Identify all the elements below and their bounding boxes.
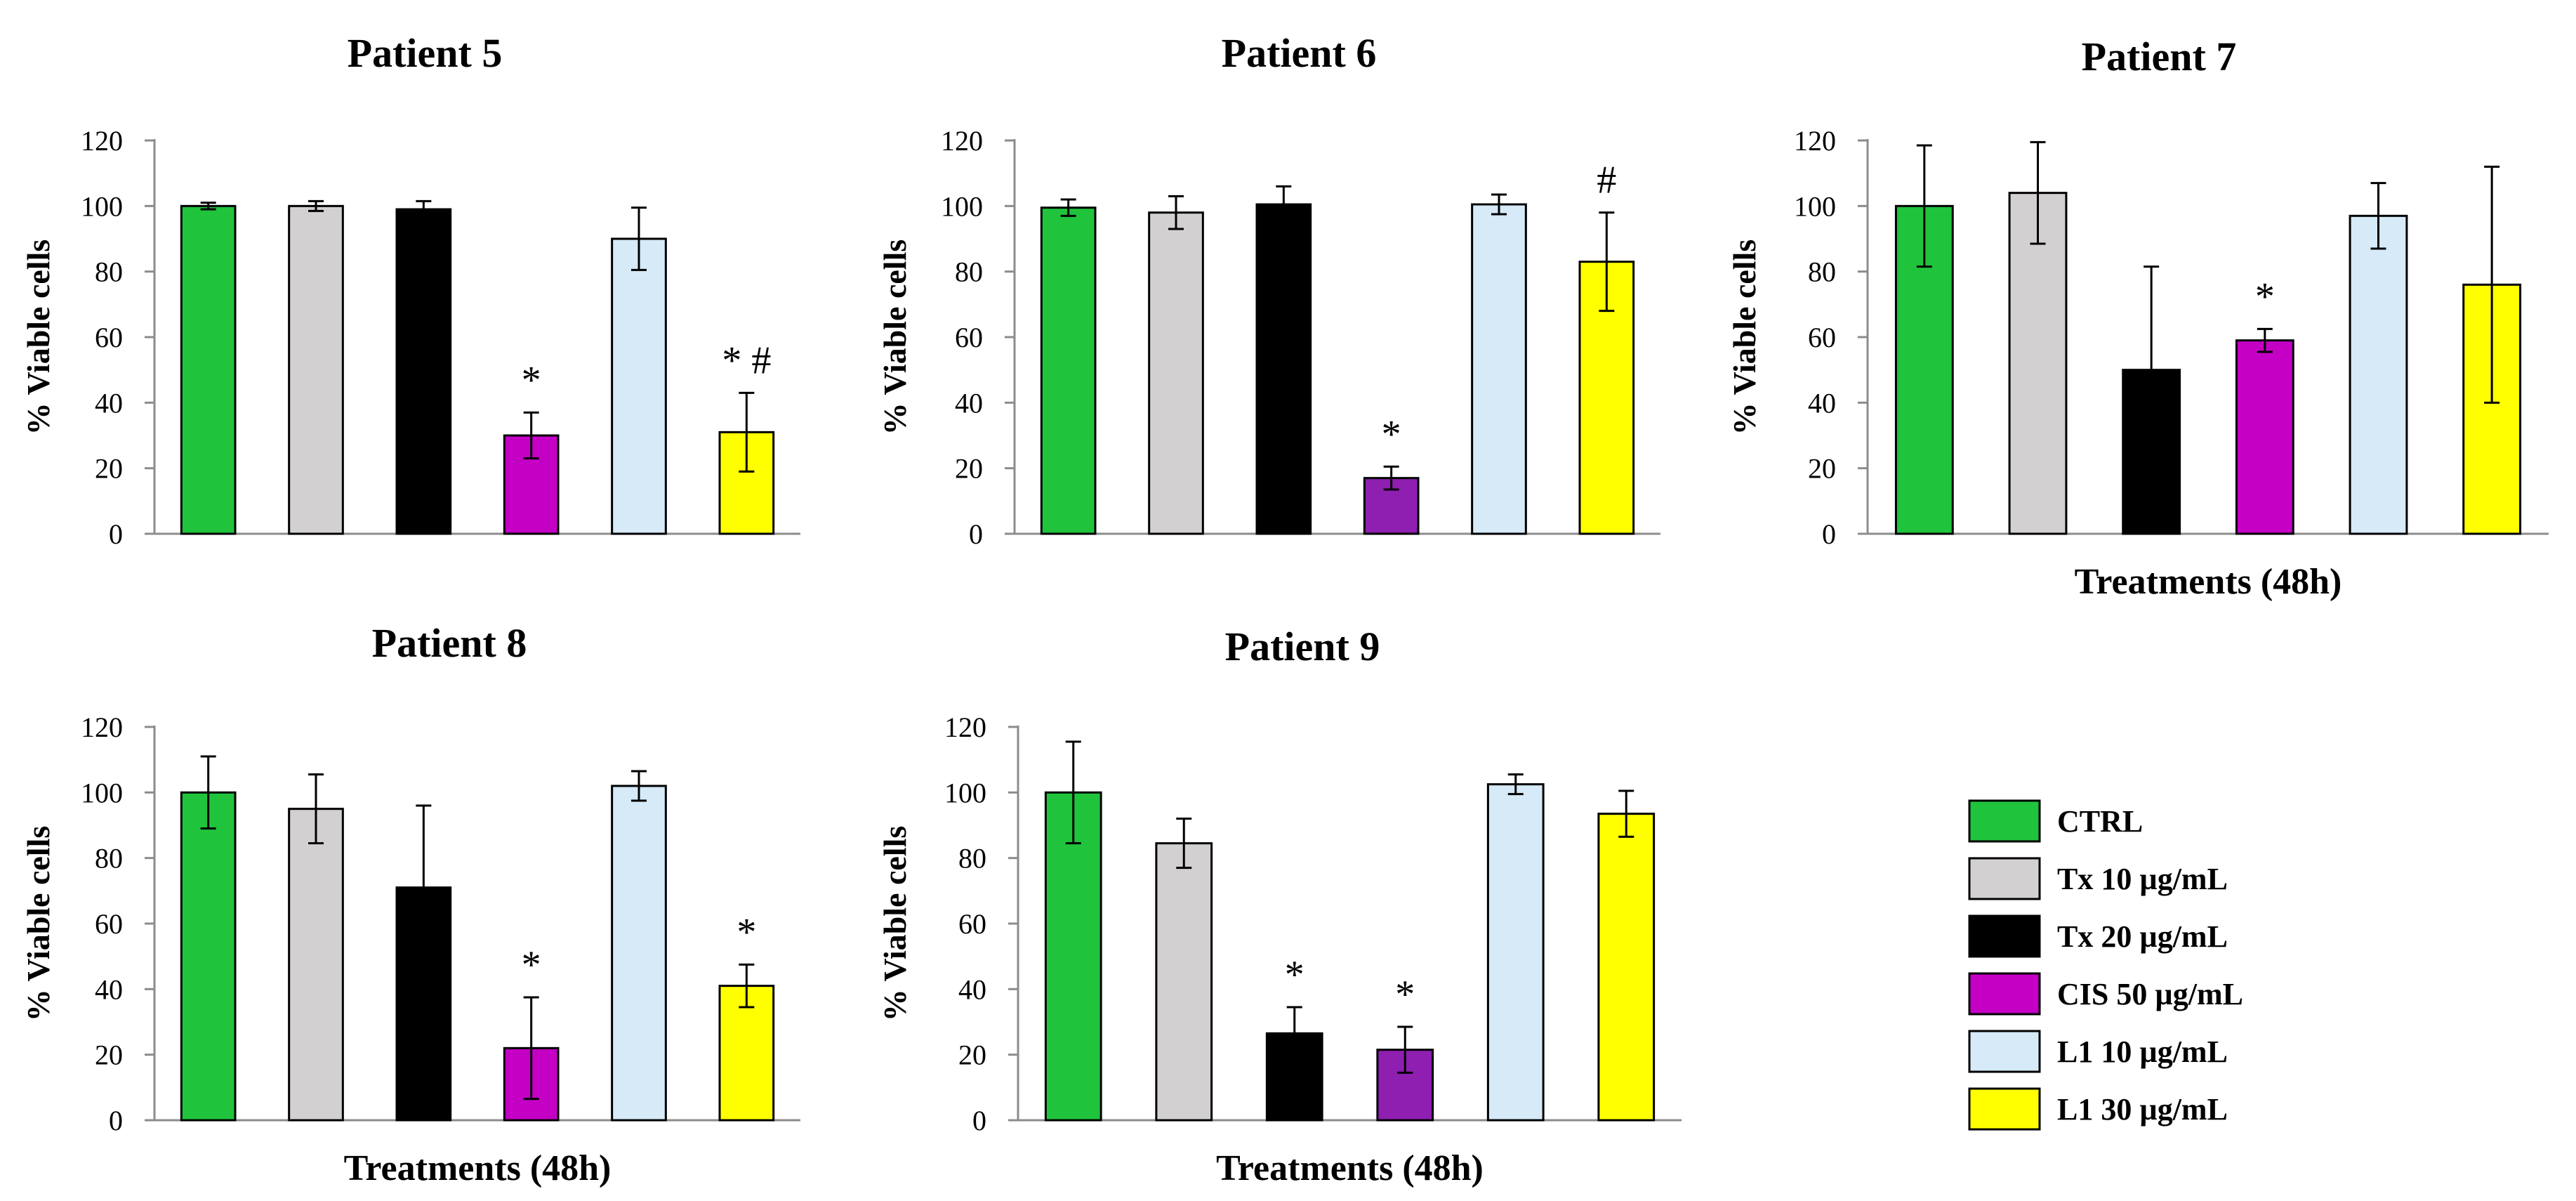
significance-marker: * #	[722, 339, 771, 382]
bar	[395, 208, 452, 535]
y-tick-label: 120	[81, 711, 123, 743]
y-tick-label: 0	[1822, 518, 1836, 550]
chart-panel-2: Patient 6 0 20 40 60 80 100 120 % Viable cells * #	[877, 30, 1660, 550]
y-tick-label: 40	[955, 387, 983, 419]
chart-title: Patient 9	[1225, 624, 1380, 669]
y-axis-label: % Viable cells	[1726, 239, 1762, 435]
y-tick-label: 20	[1808, 453, 1836, 485]
chart-panels: Patient 5 0 20 40 60 80 100 120 % Viable cells * *…	[20, 30, 2549, 1188]
y-axis-label: % Viable cells	[877, 239, 913, 435]
y-tick-label: 20	[955, 453, 983, 485]
y-tick-label: 80	[1808, 256, 1836, 288]
y-tick-label: 0	[972, 1105, 986, 1136]
y-tick-label: 120	[81, 125, 123, 157]
legend-label: Tx 20 µg/mL	[2057, 919, 2228, 954]
bar	[1148, 211, 1204, 535]
x-axis-label: Treatments (48h)	[1216, 1148, 1484, 1188]
y-axis-label: % Viable cells	[20, 239, 56, 435]
y-tick-label: 60	[1808, 322, 1836, 353]
legend-swatch	[1968, 799, 2041, 843]
legend-label: CIS 50 µg/mL	[2057, 977, 2243, 1011]
y-tick-label: 60	[955, 322, 983, 353]
y-axis-label: % Viable cells	[20, 826, 56, 1022]
bar	[180, 204, 237, 535]
bar	[1486, 783, 1545, 1122]
bar	[288, 204, 344, 535]
bar	[1040, 206, 1097, 535]
y-tick-label: 40	[1808, 387, 1836, 419]
y-tick-label: 20	[958, 1039, 986, 1071]
bar	[1597, 813, 1656, 1122]
y-tick-label: 40	[95, 973, 123, 1005]
bar	[2349, 214, 2408, 535]
bar	[1471, 203, 1527, 535]
significance-marker: *	[737, 910, 756, 954]
significance-marker: *	[1395, 973, 1415, 1016]
y-tick-label: 120	[944, 711, 986, 743]
legend-label: L1 30 µg/mL	[2057, 1092, 2228, 1127]
significance-marker: *	[2255, 275, 2275, 318]
y-tick-label: 80	[95, 256, 123, 288]
y-tick-label: 80	[955, 256, 983, 288]
chart-panel-1: Patient 5 0 20 40 60 80 100 120 % Viable cells * *…	[20, 30, 800, 550]
chart-panel-5: Patient 9 0 20 40 60 80 100 120 % Viable cells Tr…	[877, 624, 1682, 1188]
x-axis-label: Treatments (48h)	[2075, 562, 2342, 602]
bar	[180, 791, 237, 1122]
y-tick-label: 100	[81, 190, 123, 222]
y-tick-label: 80	[958, 843, 986, 874]
bar	[611, 785, 667, 1122]
x-axis-label: Treatments (48h)	[344, 1148, 612, 1188]
legend-swatch	[1968, 1030, 2041, 1073]
bar	[1255, 203, 1312, 535]
y-tick-label: 60	[95, 908, 123, 940]
bar	[1155, 842, 1213, 1122]
chart-title: Patient 8	[372, 620, 527, 666]
y-tick-label: 0	[109, 1105, 123, 1136]
legend-swatch	[1968, 1087, 2041, 1131]
y-tick-label: 100	[81, 777, 123, 808]
y-tick-label: 0	[109, 518, 123, 550]
chart-title: Patient 6	[1222, 30, 1377, 76]
y-tick-label: 40	[95, 387, 123, 419]
bar	[2235, 339, 2294, 535]
legend-swatch	[1968, 914, 2041, 958]
y-tick-label: 60	[958, 908, 986, 940]
y-tick-label: 120	[941, 125, 983, 157]
significance-marker: *	[522, 358, 541, 402]
y-tick-label: 20	[95, 453, 123, 485]
bar	[288, 808, 344, 1122]
significance-marker: #	[1597, 159, 1616, 202]
y-tick-label: 20	[95, 1039, 123, 1071]
chart-panel-4: Patient 8 0 20 40 60 80 100 120 % Viable cells Tr…	[20, 620, 800, 1188]
significance-marker: *	[522, 943, 541, 987]
y-tick-label: 100	[941, 190, 983, 222]
y-tick-label: 100	[1794, 190, 1836, 222]
legend: CTRL Tx 10 µg/mL Tx 20 µg/mL CIS 50 µg/mL L1…	[1968, 799, 2243, 1131]
legend-swatch	[1968, 857, 2041, 900]
bar	[718, 985, 775, 1122]
y-tick-label: 0	[969, 518, 983, 550]
legend-label: L1 10 µg/mL	[2057, 1035, 2228, 1069]
significance-marker: *	[1285, 953, 1304, 997]
y-tick-label: 100	[944, 777, 986, 808]
y-tick-label: 80	[95, 843, 123, 874]
legend-label: Tx 10 µg/mL	[2057, 862, 2228, 896]
chart-title: Patient 7	[2082, 34, 2237, 79]
y-tick-label: 120	[1794, 125, 1836, 157]
y-axis-label: % Viable cells	[877, 826, 913, 1022]
bar	[2008, 192, 2068, 535]
bar	[611, 237, 667, 535]
legend-label: CTRL	[2057, 804, 2143, 839]
legend-swatch	[1968, 972, 2041, 1016]
y-tick-label: 40	[958, 973, 986, 1005]
significance-marker: *	[1382, 412, 1401, 456]
chart-panel-3: Patient 7 0 20 40 60 80 100 120 % Viable cells Tr…	[1726, 34, 2549, 602]
chart-title: Patient 5	[348, 30, 503, 76]
y-tick-label: 60	[95, 322, 123, 353]
